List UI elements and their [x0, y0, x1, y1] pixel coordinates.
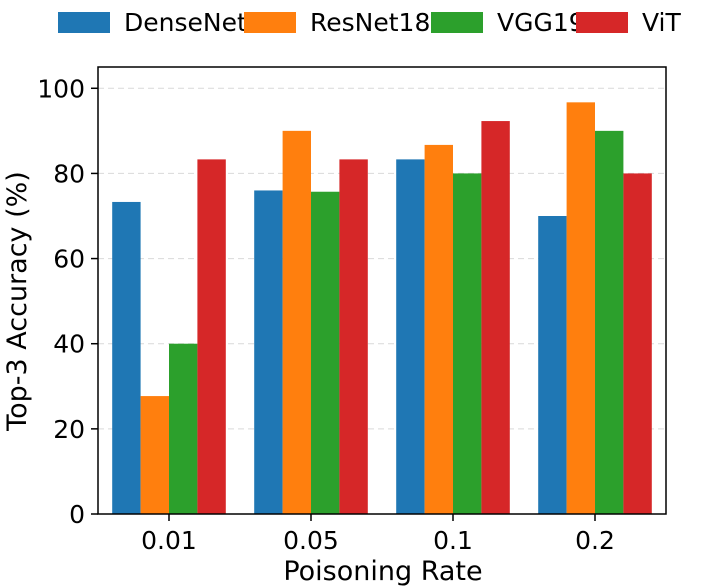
bar-densenet-0.05 — [254, 190, 283, 514]
bar-densenet-0.1 — [396, 159, 425, 514]
bar-resnet18-0.2 — [566, 102, 595, 514]
x-tick-label: 0.05 — [283, 526, 339, 555]
legend-swatch-resnet18 — [244, 12, 296, 33]
bar-vit-0.01 — [197, 159, 226, 514]
x-axis-label: Poisoning Rate — [283, 556, 482, 587]
legend-label-vit: ViT — [642, 8, 681, 37]
legend-swatch-vgg19 — [431, 12, 483, 33]
legend-item-vgg19: VGG19 — [431, 8, 585, 37]
legend-item-densenet: DenseNet — [58, 8, 247, 37]
legend-label-resnet18: ResNet18 — [310, 8, 431, 37]
bar-densenet-0.01 — [112, 201, 141, 515]
legend-swatch-densenet — [58, 12, 110, 33]
chart-legend: DenseNet ResNet18 VGG19 ViT — [0, 0, 718, 44]
x-axis: 0.01 0.05 0.1 0.2 — [141, 514, 615, 555]
bar-vgg19-0.05 — [311, 191, 340, 514]
plot-frame — [97, 66, 667, 515]
legend-item-vit: ViT — [576, 8, 681, 37]
y-tick-label: 40 — [53, 330, 85, 359]
bars — [112, 102, 652, 515]
y-axis-label: Top-3 Accuracy (%) — [2, 171, 33, 432]
bar-vit-0.05 — [339, 159, 368, 514]
bar-vgg19-0.01 — [169, 343, 198, 514]
x-tick-label: 0.1 — [433, 526, 473, 555]
legend-item-resnet18: ResNet18 — [244, 8, 430, 37]
y-tick-label: 20 — [53, 415, 85, 444]
x-tick-label: 0.01 — [141, 526, 197, 555]
bar-densenet-0.2 — [538, 216, 567, 514]
bar-vgg19-0.1 — [453, 173, 482, 514]
bar-resnet18-0.05 — [282, 130, 311, 514]
y-tick-label: 100 — [37, 74, 85, 103]
bar-vgg19-0.2 — [595, 130, 624, 514]
y-tick-label: 0 — [69, 500, 85, 529]
bar-vit-0.2 — [623, 173, 652, 514]
legend-label-densenet: DenseNet — [124, 8, 247, 37]
y-tick-label: 60 — [53, 245, 85, 274]
legend-label-vgg19: VGG19 — [497, 8, 585, 37]
x-tick-label: 0.2 — [575, 526, 615, 555]
bar-resnet18-0.1 — [424, 144, 453, 515]
y-axis: 0 20 40 60 80 100 — [37, 74, 98, 529]
bar-vit-0.1 — [481, 121, 510, 515]
y-tick-label: 80 — [53, 159, 85, 188]
legend-swatch-vit — [576, 12, 628, 33]
bar-resnet18-0.01 — [140, 396, 169, 514]
